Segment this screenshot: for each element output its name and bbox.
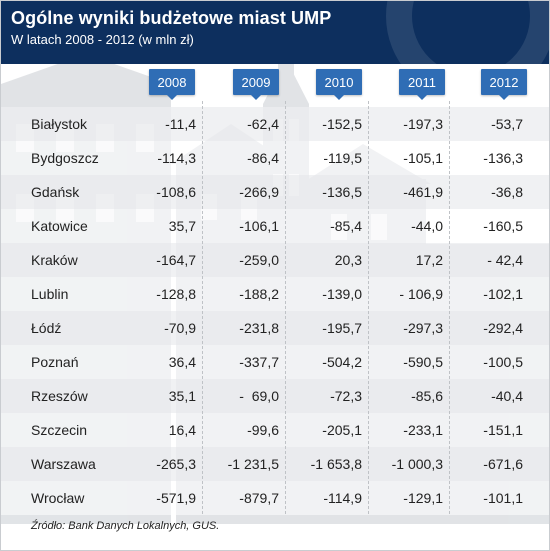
value-cell: -129,1 <box>403 490 443 506</box>
value-cell: -164,7 <box>156 252 196 268</box>
value-cell: -136,3 <box>483 150 523 166</box>
value-cell: - 69,0 <box>239 388 279 404</box>
column-header-2008: 2008 <box>149 69 195 100</box>
value-cell: -70,9 <box>164 320 196 336</box>
city-name: Gdańsk <box>31 184 80 200</box>
value-cell: -297,3 <box>403 320 443 336</box>
value-cell: -195,7 <box>322 320 362 336</box>
source-note: Źródło: Bank Danych Lokalnych, GUS. <box>31 520 220 532</box>
value-cell: -197,3 <box>403 116 443 132</box>
value-cell: -266,9 <box>239 184 279 200</box>
value-cell: -102,1 <box>483 286 523 302</box>
table-row: Kraków -164,7 -259,0 20,3 17,2 - 42,4 <box>1 243 549 277</box>
value-cell: -259,0 <box>239 252 279 268</box>
value-cell: -139,0 <box>322 286 362 302</box>
table-row: Lublin -128,8 -188,2 -139,0 - 106,9 -102,1 <box>1 277 549 311</box>
value-cell: -504,2 <box>322 354 362 370</box>
value-cell: -108,6 <box>156 184 196 200</box>
value-cell: -205,1 <box>322 422 362 438</box>
column-header-2009: 2009 <box>233 69 279 100</box>
value-cell: -160,5 <box>483 218 523 234</box>
table-row: Warszawa -265,3 -1 231,5 -1 653,8 -1 000,3 -6… <box>1 447 549 481</box>
city-name: Łódź <box>31 320 62 336</box>
table-row: Białystok -11,4 -62,4 -152,5 -197,3 -53,7 <box>1 107 549 141</box>
city-name: Lublin <box>31 286 69 302</box>
value-cell: -86,4 <box>247 150 279 166</box>
column-header-2010: 2010 <box>316 69 362 100</box>
value-cell: -151,1 <box>483 422 523 438</box>
column-divider <box>368 101 369 514</box>
column-header-2011: 2011 <box>399 69 445 100</box>
value-cell: -233,1 <box>403 422 443 438</box>
value-cell: 20,3 <box>334 252 362 268</box>
value-cell: -337,7 <box>239 354 279 370</box>
table-row: Gdańsk -108,6 -266,9 -136,5 -461,9 -36,8 <box>1 175 549 209</box>
value-cell: -571,9 <box>156 490 196 506</box>
value-cell: -1 231,5 <box>227 456 279 472</box>
value-cell: -231,8 <box>239 320 279 336</box>
column-divider <box>449 101 450 514</box>
value-cell: 35,7 <box>168 218 196 234</box>
city-name: Poznań <box>31 354 79 370</box>
city-name: Wrocław <box>31 490 85 506</box>
value-cell: 35,1 <box>168 388 196 404</box>
value-cell: -101,1 <box>483 490 523 506</box>
value-cell: -265,3 <box>156 456 196 472</box>
value-cell: - 106,9 <box>399 286 443 302</box>
value-cell: -1 653,8 <box>310 456 362 472</box>
value-cell: -152,5 <box>322 116 362 132</box>
table-row: Szczecin 16,4 -99,6 -205,1 -233,1 -151,1 <box>1 413 549 447</box>
city-name: Bydgoszcz <box>31 150 99 166</box>
value-cell: -114,3 <box>157 150 196 166</box>
value-cell: 17,2 <box>415 252 443 268</box>
value-cell: -128,8 <box>156 286 196 302</box>
value-cell: -85,4 <box>330 218 362 234</box>
value-cell: -40,4 <box>491 388 523 404</box>
value-cell: -879,7 <box>239 490 279 506</box>
value-cell: -62,4 <box>247 116 279 132</box>
value-cell: -11,4 <box>165 116 196 132</box>
table-row: Poznań 36,4 -337,7 -504,2 -590,5 -100,5 <box>1 345 549 379</box>
table-row: Łódź -70,9 -231,8 -195,7 -297,3 -292,4 <box>1 311 549 345</box>
value-cell: -53,7 <box>491 116 523 132</box>
table-row: Katowice 35,7 -106,1 -85,4 -44,0 -160,5 <box>1 209 549 243</box>
city-name: Rzeszów <box>31 388 88 404</box>
value-cell: -105,1 <box>403 150 443 166</box>
value-cell: -114,9 <box>323 490 362 506</box>
value-cell: -590,5 <box>403 354 443 370</box>
value-cell: -36,8 <box>491 184 523 200</box>
page-subtitle: W latach 2008 - 2012 (w mln zł) <box>11 32 194 47</box>
value-cell: - 42,4 <box>487 252 523 268</box>
city-name: Katowice <box>31 218 88 234</box>
value-cell: -85,6 <box>411 388 443 404</box>
table-row: Wrocław -571,9 -879,7 -114,9 -129,1 -101,1 <box>1 481 549 515</box>
city-name: Warszawa <box>31 456 96 472</box>
value-cell: -44,0 <box>411 218 443 234</box>
table-row: Bydgoszcz -114,3 -86,4 -119,5 -105,1 -136,3 <box>1 141 549 175</box>
value-cell: -72,3 <box>330 388 362 404</box>
value-cell: -106,1 <box>239 218 279 234</box>
page-title: Ogólne wyniki budżetowe miast UMP <box>11 8 332 28</box>
value-cell: -119,5 <box>323 150 362 166</box>
column-header-2012: 2012 <box>481 69 527 100</box>
value-cell: -100,5 <box>483 354 523 370</box>
value-cell: -136,5 <box>322 184 362 200</box>
value-cell: -99,6 <box>247 422 279 438</box>
table-row: Rzeszów 35,1 - 69,0 -72,3 -85,6 -40,4 <box>1 379 549 413</box>
city-name: Kraków <box>31 252 78 268</box>
value-cell: -292,4 <box>483 320 523 336</box>
value-cell: -188,2 <box>239 286 279 302</box>
header-bar: Ogólne wyniki budżetowe miast UMP W lata… <box>1 1 549 101</box>
city-name: Białystok <box>31 116 88 132</box>
value-cell: 36,4 <box>168 354 196 370</box>
column-divider <box>285 101 286 514</box>
city-name: Szczecin <box>31 422 88 438</box>
value-cell: 16,4 <box>168 422 196 438</box>
column-divider <box>202 101 203 514</box>
value-cell: -1 000,3 <box>391 456 443 472</box>
value-cell: -461,9 <box>403 184 443 200</box>
value-cell: -671,6 <box>483 456 523 472</box>
